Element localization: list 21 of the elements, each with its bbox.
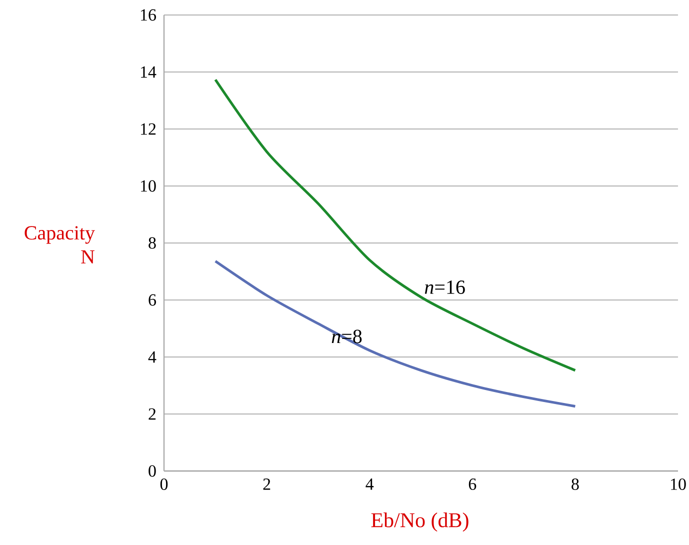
line-series (214, 78, 577, 372)
y-tick-label: 14 (140, 66, 156, 78)
x-tick-label: 4 (366, 478, 374, 490)
y-tick-label: 0 (148, 465, 156, 477)
x-tick-label: 10 (671, 478, 686, 490)
y-tick-label: 12 (140, 123, 156, 135)
x-tick-label: 8 (572, 478, 579, 490)
x-tick-label: 0 (160, 478, 168, 490)
series-label: n=16 (424, 280, 465, 294)
y-tick-label: 16 (140, 9, 156, 21)
line-series (214, 260, 577, 408)
x-tick-label: 2 (263, 478, 270, 490)
series-label: n=8 (332, 330, 362, 344)
y-tick-label: 2 (148, 408, 156, 420)
y-tick-label: 6 (148, 294, 156, 306)
y-tick-label: 4 (148, 351, 156, 363)
y-tick-label: 8 (148, 237, 156, 249)
x-axis-title: Eb/No (dB) (371, 512, 468, 532)
x-tick-label: 6 (468, 478, 476, 490)
y-axis-title: Capacity N (24, 226, 95, 264)
y-tick-label: 10 (140, 180, 156, 192)
